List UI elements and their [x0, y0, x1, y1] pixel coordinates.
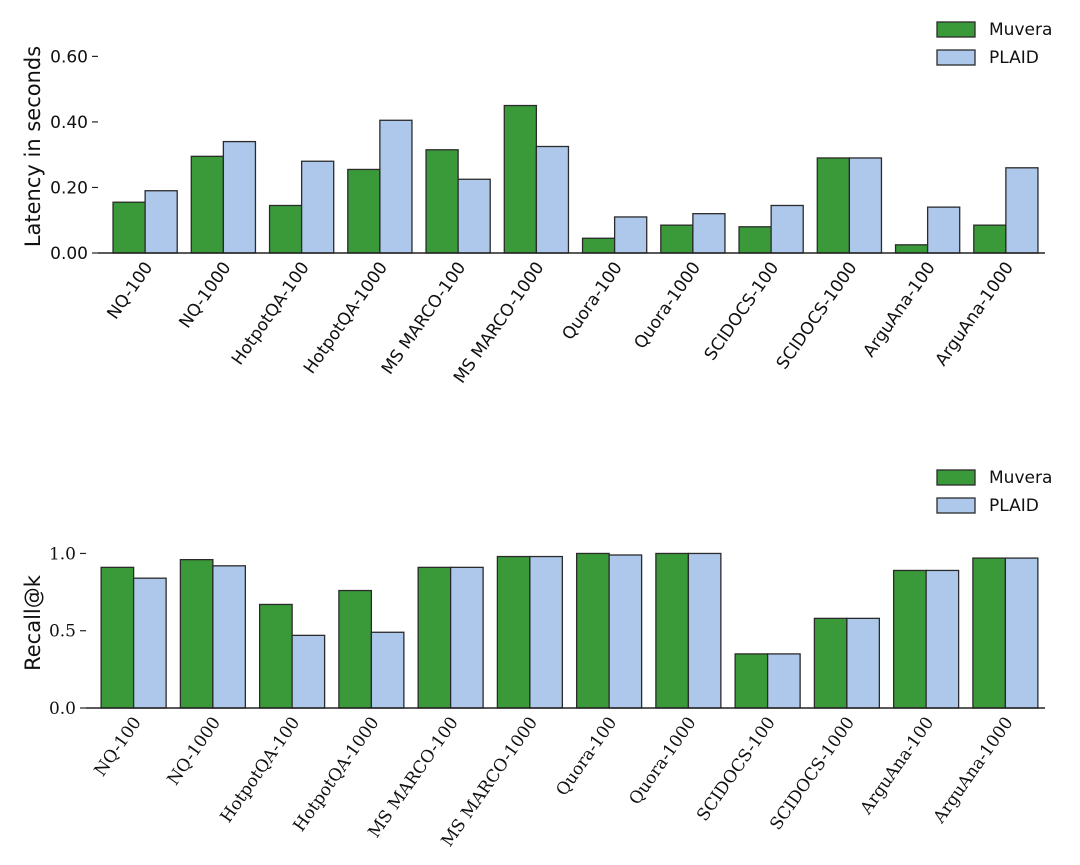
- bar-muvera-hotpotqa-1000: [338, 589, 373, 709]
- bar-plaid-nq-100: [132, 577, 167, 709]
- x-tick-label: HotpotQA-100: [217, 713, 305, 826]
- bar-plaid-quora-100: [613, 216, 648, 254]
- legend-swatch-plaid: [936, 497, 976, 514]
- bar-muvera-quora-1000: [655, 552, 690, 709]
- bar-muvera-arguana-1000: [973, 224, 1007, 254]
- x-tick-label: SCIDOCS-100: [693, 713, 780, 825]
- bar-plaid-hotpotqa-1000: [370, 631, 405, 709]
- bar-muvera-ms-marco-100: [417, 566, 452, 709]
- bar-plaid-quora-1000: [692, 213, 726, 254]
- bar-plaid-ms-marco-100: [449, 566, 484, 709]
- x-tick-label: Quora-1000: [625, 713, 700, 808]
- x-tick-label: HotpotQA-1000: [290, 713, 384, 835]
- y-tick-label: 0.0: [49, 699, 76, 719]
- bar-muvera-hotpotqa-100: [268, 204, 303, 254]
- bar-muvera-ms-marco-1000: [503, 104, 538, 254]
- bar-plaid-hotpotqa-100: [300, 160, 335, 254]
- bar-plaid-ms-marco-1000: [529, 555, 564, 709]
- x-tick-label: SCIDOCS-1000: [773, 258, 862, 373]
- bar-muvera-nq-100: [100, 566, 135, 709]
- x-tick-label: NQ-1000: [164, 713, 225, 789]
- bar-muvera-nq-100: [112, 201, 146, 254]
- y-tick-label: 1.0: [49, 544, 76, 564]
- bar-plaid-ms-marco-1000: [535, 145, 570, 254]
- legend-swatch-muvera: [936, 469, 976, 486]
- legend: Muvera PLAID: [936, 468, 1052, 516]
- x-tick-label: SCIDOCS-100: [701, 258, 784, 364]
- legend-label-muvera: Muvera: [989, 468, 1052, 488]
- x-tick-label: ArguAna-1000: [932, 258, 1018, 369]
- bar-muvera-nq-1000: [190, 155, 225, 254]
- bar-plaid-nq-1000: [212, 565, 247, 709]
- x-tick-label: HotpotQA-1000: [300, 258, 392, 377]
- bar-plaid-arguana-1000: [1005, 167, 1039, 254]
- x-tick-label: Quora-100: [552, 713, 621, 799]
- bar-plaid-scidocs-1000: [848, 157, 883, 254]
- bar-muvera-quora-1000: [660, 224, 694, 254]
- bar-muvera-scidocs-100: [738, 226, 772, 254]
- x-tick-label: NQ-100: [91, 713, 146, 780]
- bar-muvera-scidocs-100: [734, 653, 769, 709]
- bar-muvera-ms-marco-100: [425, 149, 459, 254]
- bar-plaid-nq-1000: [222, 140, 257, 254]
- y-tick-label: 0.5: [49, 622, 76, 642]
- bar-plaid-quora-100: [608, 554, 643, 709]
- bar-muvera-hotpotqa-1000: [347, 168, 381, 254]
- y-axis-title: Recall@k: [21, 574, 45, 671]
- bar-muvera-arguana-100: [892, 569, 927, 709]
- bar-muvera-quora-100: [581, 237, 616, 254]
- bar-muvera-hotpotqa-100: [258, 603, 293, 709]
- x-tick-label: NQ-1000: [176, 258, 236, 332]
- bar-muvera-quora-100: [575, 552, 610, 709]
- bar-plaid-arguana-1000: [1004, 557, 1039, 709]
- x-tick-label: Quora-100: [558, 258, 626, 344]
- x-tick-label: ArguAna-100: [860, 258, 940, 361]
- bar-muvera-ms-marco-1000: [496, 555, 531, 709]
- bar-plaid-scidocs-100: [770, 204, 804, 254]
- bar-muvera-arguana-100: [894, 244, 929, 254]
- bar-muvera-scidocs-1000: [813, 617, 848, 709]
- bar-plaid-scidocs-100: [766, 653, 801, 709]
- legend-label-muvera: Muvera: [989, 20, 1052, 40]
- bar-plaid-hotpotqa-100: [291, 634, 326, 709]
- bar-plaid-hotpotqa-1000: [379, 119, 413, 254]
- x-tick-label: HotpotQA-100: [228, 258, 314, 369]
- x-tick-label: ArguAna-1000: [929, 713, 1017, 827]
- bar-muvera-nq-1000: [179, 558, 214, 709]
- legend-swatch-plaid: [936, 49, 976, 66]
- x-tick-label: ArguAna-100: [856, 713, 938, 819]
- bar-muvera-scidocs-1000: [816, 157, 851, 254]
- bar-plaid-ms-marco-100: [457, 178, 491, 254]
- y-tick-label: 0.00: [50, 244, 88, 264]
- x-tick-label: NQ-100: [103, 258, 157, 323]
- legend-label-plaid: PLAID: [989, 48, 1039, 68]
- y-axis-title: Latency in seconds: [21, 46, 45, 247]
- y-tick-label: 0.60: [50, 47, 88, 67]
- bar-muvera-arguana-1000: [972, 557, 1007, 709]
- y-tick-label: 0.20: [50, 178, 88, 198]
- bar-plaid-arguana-100: [925, 569, 960, 709]
- legend-label-plaid: PLAID: [989, 496, 1039, 516]
- y-tick-label: 0.40: [50, 113, 88, 133]
- bar-plaid-nq-100: [144, 190, 178, 254]
- x-tick-label: MS MARCO-100: [378, 258, 470, 378]
- legend: Muvera PLAID: [936, 20, 1052, 68]
- bar-plaid-quora-1000: [687, 552, 722, 709]
- bar-plaid-scidocs-1000: [846, 617, 881, 709]
- x-tick-label: Quora-1000: [630, 258, 705, 353]
- legend-swatch-muvera: [936, 21, 976, 38]
- bar-plaid-arguana-100: [926, 206, 961, 254]
- x-tick-label: SCIDOCS-1000: [766, 713, 859, 834]
